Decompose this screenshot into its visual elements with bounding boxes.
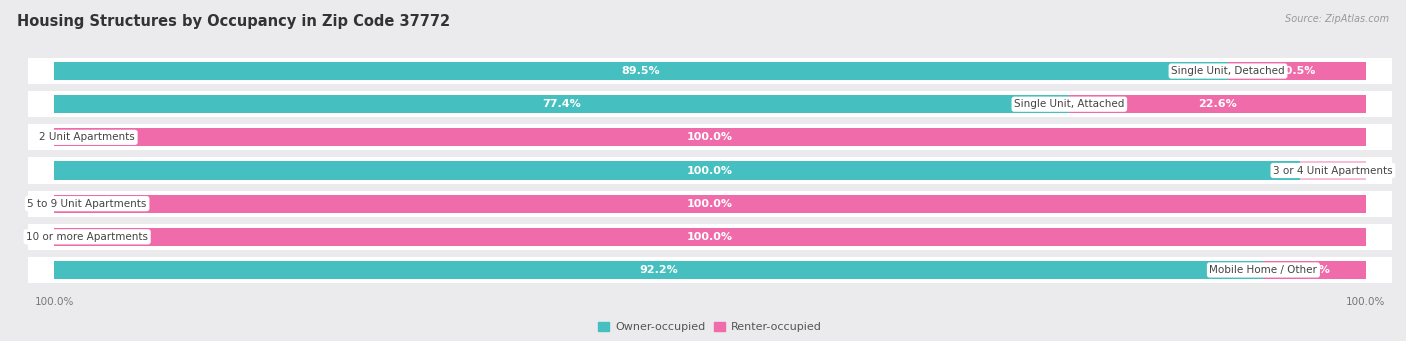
Bar xyxy=(28,124,1392,150)
Text: 0.0%: 0.0% xyxy=(105,132,134,142)
Text: 100.0%: 100.0% xyxy=(688,165,733,176)
Text: 89.5%: 89.5% xyxy=(621,66,661,76)
Text: Source: ZipAtlas.com: Source: ZipAtlas.com xyxy=(1285,14,1389,24)
Bar xyxy=(28,91,1392,117)
Bar xyxy=(55,128,120,147)
Text: 2 Unit Apartments: 2 Unit Apartments xyxy=(39,132,135,142)
Text: 77.4%: 77.4% xyxy=(543,99,581,109)
Text: 22.6%: 22.6% xyxy=(1198,99,1237,109)
Bar xyxy=(55,62,1227,80)
Text: 10 or more Apartments: 10 or more Apartments xyxy=(27,232,148,242)
Bar xyxy=(28,224,1392,250)
Bar xyxy=(28,58,1392,84)
Bar xyxy=(55,194,120,213)
Bar xyxy=(55,228,120,246)
Bar xyxy=(28,158,1392,183)
Bar xyxy=(55,261,1264,279)
Text: 100.0%: 100.0% xyxy=(688,199,733,209)
Bar xyxy=(55,128,1365,147)
Text: 100.0%: 100.0% xyxy=(688,232,733,242)
Bar xyxy=(55,95,1070,113)
Text: 10.5%: 10.5% xyxy=(1278,66,1316,76)
Text: Single Unit, Detached: Single Unit, Detached xyxy=(1171,66,1285,76)
Bar xyxy=(1264,261,1365,279)
Text: Mobile Home / Other: Mobile Home / Other xyxy=(1209,265,1317,275)
Text: Single Unit, Attached: Single Unit, Attached xyxy=(1014,99,1125,109)
Text: 92.2%: 92.2% xyxy=(640,265,678,275)
Text: 5 to 9 Unit Apartments: 5 to 9 Unit Apartments xyxy=(28,199,146,209)
Bar xyxy=(28,191,1392,217)
Text: 100.0%: 100.0% xyxy=(688,132,733,142)
Bar xyxy=(1227,62,1365,80)
Text: 7.8%: 7.8% xyxy=(1299,265,1330,275)
Text: 3 or 4 Unit Apartments: 3 or 4 Unit Apartments xyxy=(1272,165,1393,176)
Bar xyxy=(1070,95,1365,113)
Bar xyxy=(1301,161,1365,180)
Text: Housing Structures by Occupancy in Zip Code 37772: Housing Structures by Occupancy in Zip C… xyxy=(17,14,450,29)
Text: 0.0%: 0.0% xyxy=(105,232,134,242)
Bar xyxy=(55,161,1365,180)
Legend: Owner-occupied, Renter-occupied: Owner-occupied, Renter-occupied xyxy=(593,318,827,337)
Bar xyxy=(55,194,1365,213)
Text: 0.0%: 0.0% xyxy=(1286,165,1315,176)
Bar xyxy=(55,228,1365,246)
Bar xyxy=(28,257,1392,283)
Text: 0.0%: 0.0% xyxy=(105,199,134,209)
